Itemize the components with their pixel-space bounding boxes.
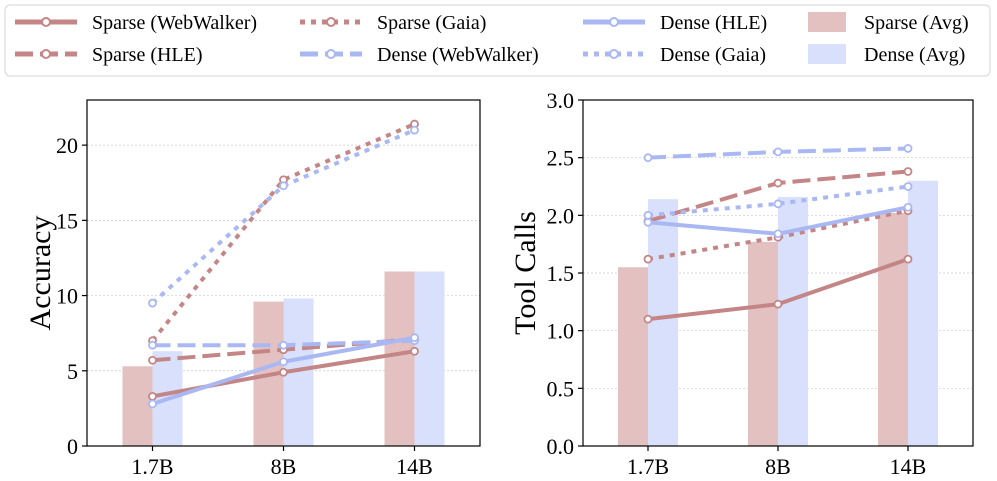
- legend-item-dense-webwalker: Dense (WebWalker): [300, 44, 539, 66]
- y-axis-title: Accuracy: [24, 216, 57, 331]
- legend-item-dense-avg: Dense (Avg): [808, 44, 965, 66]
- accuracy-chart: 0 5 10 15 20 1.7B 8B 14B Accuracy: [24, 99, 481, 479]
- point-sparse-webwalker-1-7b: [643, 314, 653, 324]
- point-dense-gaia-14b: [410, 125, 419, 135]
- legend-label: Dense (Gaia): [660, 44, 766, 66]
- y-tick-label: 20: [56, 133, 78, 158]
- x-tick-label-1-7b: 1.7B: [131, 454, 173, 479]
- point-dense-webwalker-8b: [773, 147, 783, 157]
- point-dense-webwalker-8b: [279, 340, 288, 350]
- point-dense-gaia-1-7b: [148, 298, 157, 308]
- bar-dense-avg-1-7b: [648, 199, 678, 446]
- y-tick-label: 0: [67, 434, 78, 459]
- point-sparse-webwalker-14b: [903, 254, 913, 264]
- y-tick-label: 1.5: [547, 261, 575, 286]
- legend-frame: [4, 4, 991, 77]
- legend-marker: [41, 49, 51, 59]
- point-dense-webwalker-1-7b: [643, 153, 653, 163]
- x-tick-label-14b: 14B: [890, 454, 927, 479]
- legend-label: Sparse (Gaia): [377, 12, 486, 34]
- legend-label: Sparse (WebWalker): [92, 12, 257, 34]
- legend-marker: [326, 49, 336, 59]
- legend-item-sparse-hle: Sparse (HLE): [15, 44, 203, 66]
- bar-dense-avg-14b: [908, 180, 938, 446]
- point-dense-hle-14b: [903, 202, 913, 212]
- point-dense-gaia-8b: [279, 181, 288, 191]
- legend: Sparse (WebWalker) Sparse (HLE) Sparse (Ga…: [4, 4, 991, 77]
- legend-item-dense-hle: Dense (HLE): [583, 12, 767, 34]
- point-sparse-hle-1-7b: [148, 355, 157, 365]
- legend-label: Dense (WebWalker): [377, 44, 539, 66]
- legend-label: Sparse (Avg): [864, 12, 969, 34]
- bar-sparse-avg-8b: [748, 241, 778, 446]
- tool-calls-chart: 0.0 0.5 1.0 1.5 2.0 2.5 3.0 1.7B 8B 14B Tool Calls: [509, 88, 974, 479]
- point-dense-hle-1-7b: [148, 399, 157, 409]
- y-tick-label: 1.0: [547, 319, 575, 344]
- y-tick-label: 2.0: [547, 203, 575, 228]
- point-dense-webwalker-14b: [903, 144, 913, 153]
- bar-dense-avg-8b: [778, 196, 808, 446]
- point-sparse-webwalker-8b: [773, 299, 783, 309]
- point-sparse-webwalker-8b: [279, 367, 288, 377]
- y-tick-label: 3.0: [547, 88, 575, 113]
- y-tick-label: 10: [56, 284, 78, 309]
- point-dense-webwalker-1-7b: [148, 340, 157, 350]
- bar-sparse-avg-14b: [878, 213, 908, 446]
- point-sparse-hle-14b: [903, 167, 913, 176]
- point-sparse-hle-8b: [773, 178, 783, 188]
- point-dense-gaia-8b: [773, 199, 783, 209]
- point-dense-gaia-14b: [903, 182, 913, 191]
- legend-marker: [326, 17, 336, 27]
- bar-dense-avg-14b: [414, 271, 445, 446]
- series-line-sparse-gaia: [150, 122, 416, 342]
- y-tick-label: 5: [67, 359, 78, 384]
- x-tick-label-14b: 14B: [396, 454, 433, 479]
- x-tick-label-1-7b: 1.7B: [627, 454, 669, 479]
- legend-item-sparse-gaia: Sparse (Gaia): [300, 12, 486, 34]
- legend-marker: [609, 17, 619, 27]
- point-dense-gaia-1-7b: [643, 210, 653, 220]
- x-tick-label-8b: 8B: [765, 454, 791, 479]
- bar-sparse-avg-1-7b: [122, 366, 153, 446]
- series-line-sparse-gaia: [647, 208, 909, 262]
- legend-item-sparse-webwalker: Sparse (WebWalker): [15, 12, 257, 34]
- series-line-dense-gaia: [151, 128, 416, 305]
- y-tick-label: 15: [56, 208, 78, 233]
- point-sparse-webwalker-14b: [410, 346, 419, 356]
- point-dense-hle-14b: [410, 333, 419, 343]
- legend-marker: [41, 17, 51, 27]
- legend-item-dense-gaia: Dense (Gaia): [583, 44, 766, 66]
- point-dense-hle-8b: [279, 357, 288, 367]
- bar-sparse-avg-14b: [384, 271, 415, 446]
- bar-sparse-avg-1-7b: [618, 267, 648, 446]
- y-tick-label: 2.5: [547, 146, 575, 171]
- point-dense-hle-8b: [773, 229, 783, 239]
- legend-swatch: [808, 12, 846, 32]
- y-axis-title: Tool Calls: [509, 211, 542, 335]
- legend-swatch: [808, 44, 846, 64]
- legend-item-sparse-avg: Sparse (Avg): [808, 12, 969, 34]
- y-tick-label: 0.5: [547, 376, 575, 401]
- point-sparse-webwalker-1-7b: [148, 391, 157, 401]
- y-tick-label: 0.0: [547, 434, 575, 459]
- legend-marker: [609, 49, 619, 59]
- x-tick-label-8b: 8B: [271, 454, 297, 479]
- legend-label: Dense (HLE): [660, 12, 767, 34]
- legend-label: Dense (Avg): [864, 44, 965, 66]
- legend-label: Sparse (HLE): [92, 44, 203, 66]
- point-dense-hle-1-7b: [643, 217, 653, 227]
- point-sparse-gaia-1-7b: [643, 254, 653, 264]
